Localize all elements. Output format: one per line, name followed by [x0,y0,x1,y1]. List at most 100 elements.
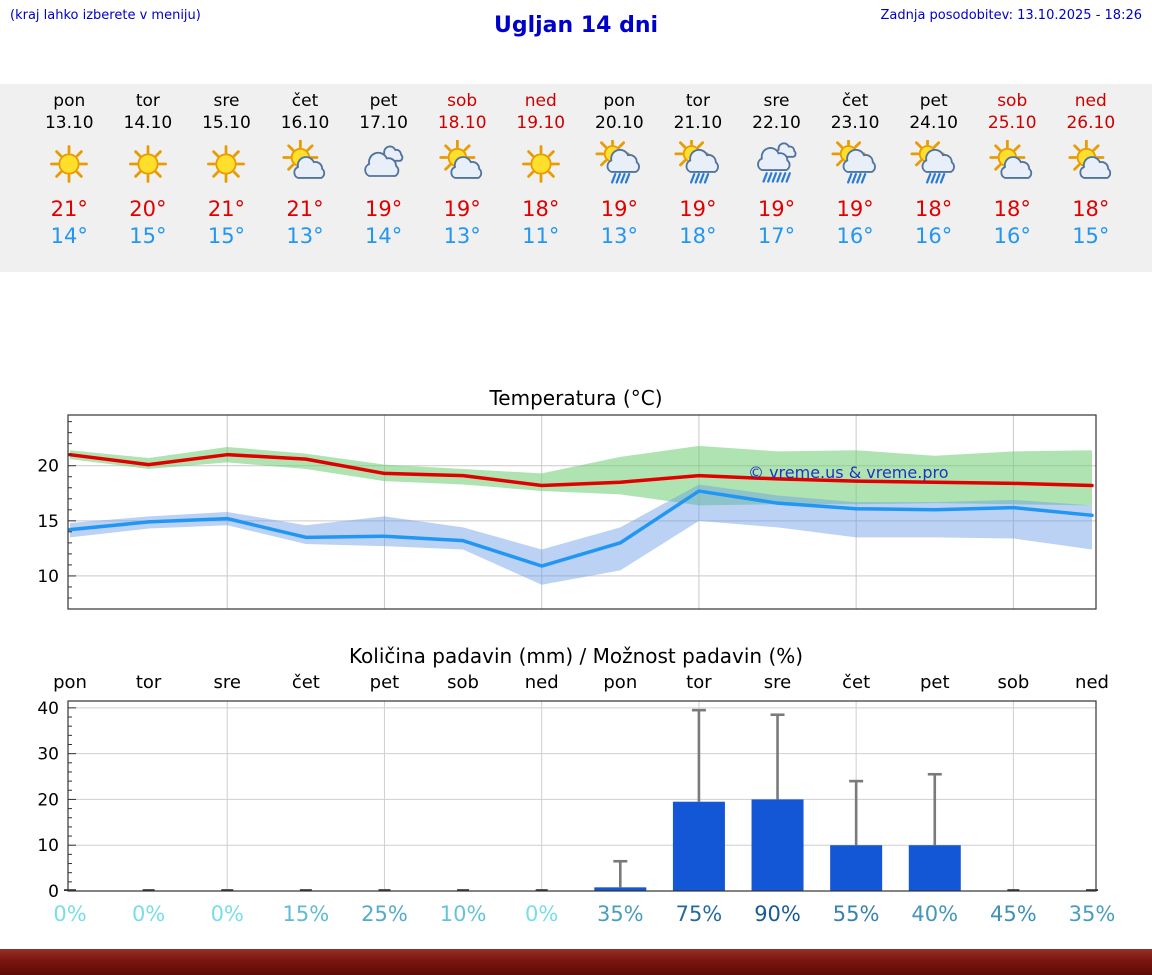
sun-ray [287,163,295,171]
cloud-shape [1079,156,1111,179]
high-temp: 20° [129,197,167,221]
cloud-shape [450,156,483,179]
rain-drop [625,173,631,184]
forecast-strip: pon 13.10 21° 14° tor 14.10 20° 15° sre … [0,84,1152,272]
watermark: © vreme.us & vreme.pro [748,463,949,482]
sun-ray [76,170,84,178]
rain-drop [703,173,710,184]
sun-ray [1013,144,1021,152]
y-tick-label: 15 [37,512,59,532]
header: (kraj lahko izberete v meniju) Ugljan 14… [0,0,1152,46]
low-temp: 16° [915,224,953,248]
plot-border [67,414,1097,610]
day-column: pon 20.10 19° 13° [580,84,659,272]
sun-ray [134,170,142,178]
rain-drop [699,173,705,184]
rain-drop [772,172,778,183]
precip-zero-mark [221,889,234,891]
weather-icon-sun-rain [894,137,973,191]
temp-chart-title: Temperatura (°C) [489,386,663,410]
page-title: Ugljan 14 dni [493,13,659,38]
day-name: pet [919,91,948,111]
precip-zero-mark [299,889,312,891]
weather-icon-sun-rain [580,137,659,191]
weather-icon-sun [187,137,266,191]
precip-zero-mark [142,889,155,891]
day-column: sob 25.10 18° 16° [973,84,1052,272]
day-date: 16.10 [280,113,330,133]
high-temp: 21° [207,197,246,221]
low-temp: 11° [522,224,560,248]
sun-ray [287,144,295,152]
cloud-shape [1000,156,1033,179]
high-temp: 19° [364,197,403,221]
day-column: tor 14.10 20° 15° [109,84,188,272]
rain-drop [856,173,862,184]
day-date: 23.10 [830,113,880,133]
sun-ray [678,159,686,167]
rain-drop [934,173,941,184]
cloud-shape [606,148,641,173]
sun-ray [55,170,63,178]
day-column: čet 16.10 21° 13° [266,84,345,272]
high-temp: 19° [757,197,796,221]
weather-icon-cloud-rain [737,137,816,191]
precipitation-chart: pon tor sre čet pet sob ned pon tor sre čet pet sob n… [37,672,1115,926]
sun-ray [932,141,940,149]
precip-probability: 0% [525,902,558,926]
day-name: pet [369,91,398,111]
low-temp: 13° [286,224,324,248]
day-name: pon [53,91,86,111]
sun-ray [526,150,534,158]
precip-probability: 25% [361,902,408,926]
day-name: tor [685,91,710,111]
low-temp: 16° [836,224,874,248]
precip-day-label: pon [53,672,87,693]
weather-icon-sun-cloud [266,137,345,191]
sun-disc [530,153,552,175]
max-temperature-line [68,452,1094,488]
high-temp: 19° [679,197,717,221]
sun-ray [914,159,922,167]
day-date: 24.10 [909,113,958,133]
high-temp: 19° [836,197,874,221]
rain-drop [776,172,783,183]
sun-ray [600,141,608,149]
low-temp: 14° [50,224,88,248]
sun-ray [1073,144,1081,152]
precip-day-label: čet [292,672,320,693]
precip-bar [594,887,647,891]
weather-icon-sun-cloud [973,137,1052,191]
day-name: tor [135,91,160,111]
sun-ray [836,141,844,149]
day-date: 14.10 [123,113,173,133]
rain-drop [925,173,932,184]
y-tick-label: 20 [37,457,59,477]
day-name: ned [524,91,557,111]
day-column: pet 24.10 18° 16° [894,84,973,272]
low-temp: 15° [207,224,246,248]
precip-zero-mark [535,889,548,891]
day-date: 26.10 [1066,113,1116,133]
day-name: pon [603,91,636,111]
precip-probability: 90% [754,902,801,926]
plot-border [67,700,1097,892]
sun-ray [600,159,608,167]
sun-ray [233,150,241,158]
precip-bar [672,801,725,891]
day-column: sob 18.10 19° 13° [423,84,502,272]
day-date: 17.10 [359,113,408,133]
precip-probability: 0% [132,902,165,926]
precip-zero-mark [378,889,391,891]
day-date: 18.10 [437,113,487,133]
day-name: sre [763,91,790,111]
high-temp: 18° [993,197,1031,221]
rain-drop [939,173,945,184]
day-column: pon 13.10 21° 14° [30,84,109,272]
sun-ray [547,150,555,158]
sun-ray [1092,144,1100,152]
rain-drop [694,173,700,184]
weather-icon-sun-rain [816,137,895,191]
sun-ray [212,170,220,178]
